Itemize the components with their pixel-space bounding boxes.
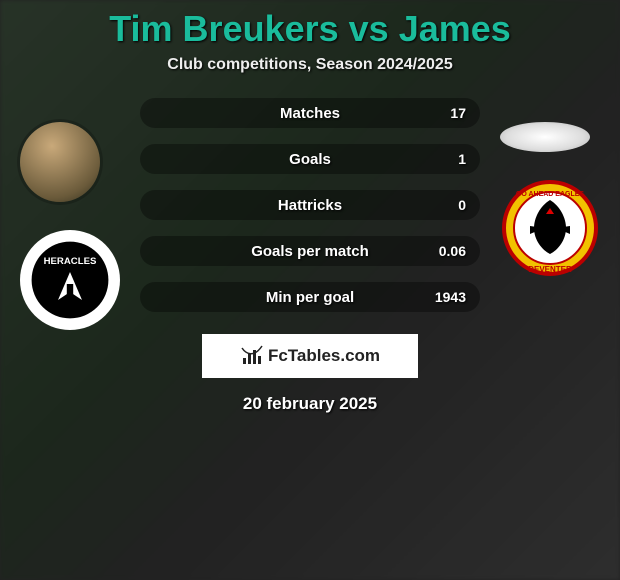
heracles-crest-icon: HERACLES (30, 240, 110, 320)
stat-label: Matches (280, 105, 340, 122)
bar-chart-icon (240, 344, 264, 368)
stat-label: Min per goal (266, 289, 354, 306)
stat-label: Goals (289, 151, 331, 168)
stat-row-goals-per-match: Goals per match 0.06 (140, 236, 480, 266)
club-left-heracles: HERACLES (20, 230, 120, 330)
stat-value: 1 (458, 151, 466, 167)
stat-row-min-per-goal: Min per goal 1943 (140, 282, 480, 312)
player1-avatar (20, 122, 100, 202)
content: Tim Breukers vs James Club competitions,… (0, 0, 620, 580)
stat-row-matches: Matches 17 (140, 98, 480, 128)
svg-text:HERACLES: HERACLES (44, 256, 97, 267)
fctables-logo[interactable]: FcTables.com (202, 334, 418, 378)
stat-label: Hattricks (278, 197, 342, 214)
go-ahead-eagles-crest-icon: GO AHEAD EAGLES DEVENTER (500, 178, 600, 278)
logo-text: FcTables.com (268, 346, 380, 366)
player2-avatar-placeholder (500, 122, 590, 152)
stat-value: 1943 (435, 289, 466, 305)
page-title: Tim Breukers vs James (0, 8, 620, 50)
date-text: 20 february 2025 (0, 394, 620, 414)
subtitle: Club competitions, Season 2024/2025 (0, 56, 620, 74)
stat-value: 0 (458, 197, 466, 213)
stat-row-goals: Goals 1 (140, 144, 480, 174)
club-right-go-ahead-eagles: GO AHEAD EAGLES DEVENTER (500, 178, 600, 278)
svg-text:GO AHEAD EAGLES: GO AHEAD EAGLES (516, 191, 585, 198)
stat-label: Goals per match (251, 243, 369, 260)
stats-list: Matches 17 Goals 1 Hattricks 0 Goals per… (140, 98, 480, 312)
svg-text:DEVENTER: DEVENTER (528, 265, 572, 274)
stat-value: 17 (450, 105, 466, 121)
stat-row-hattricks: Hattricks 0 (140, 190, 480, 220)
stat-value: 0.06 (439, 243, 466, 259)
